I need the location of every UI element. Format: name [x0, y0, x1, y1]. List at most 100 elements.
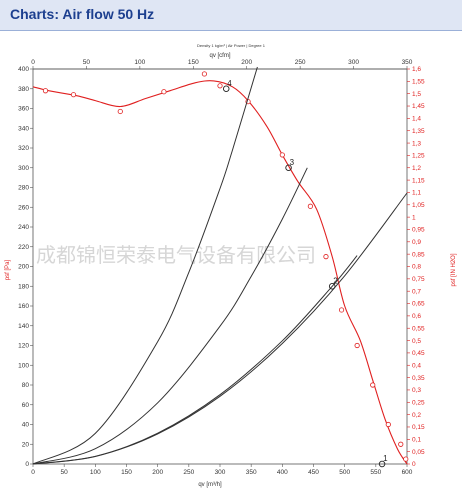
fan-curve-marker	[307, 203, 313, 209]
y-tick-label: 360	[18, 106, 29, 113]
x-tick-label: 450	[308, 469, 319, 476]
right-tick-label: 0,2	[412, 412, 421, 419]
right-tick-label: 0,85	[412, 251, 425, 258]
operating-point-3	[285, 164, 292, 171]
x-tick-label: 350	[246, 469, 257, 476]
right-tick-label: 0,35	[412, 375, 425, 382]
right-tick-label: 0,9	[412, 239, 421, 246]
fan-curve-marker	[354, 342, 360, 349]
right-tick-label: 1,3	[412, 140, 421, 147]
x-tick-label: 600	[402, 469, 413, 476]
right-tick-label: 1	[412, 214, 416, 221]
fan-curve-marker	[323, 254, 329, 260]
x-tick-label: 250	[183, 469, 194, 476]
x-tick-label: 200	[152, 469, 163, 476]
operating-point-2	[328, 283, 336, 290]
system-curve-4	[32, 66, 258, 465]
y-tick-label: 0	[25, 461, 29, 468]
right-tick-label: 0,95	[412, 227, 425, 234]
right-tick-label: 0,05	[412, 449, 425, 456]
fan-curve-marker	[70, 92, 77, 98]
y-tick-label: 400	[18, 66, 29, 73]
top-tick-label: 100	[134, 59, 145, 66]
top-tick-label: 200	[241, 59, 252, 66]
system-curve-2	[32, 255, 358, 465]
top-tick-label: 50	[83, 59, 91, 66]
x-tick-label: 550	[370, 469, 381, 476]
y-tick-label: 240	[18, 224, 29, 231]
header-bar: Charts: Air flow 50 Hz	[0, 0, 462, 31]
fan-curve-marker	[217, 83, 223, 89]
y-tick-label: 60	[22, 402, 30, 409]
y-tick-label: 300	[18, 165, 29, 172]
x-tick-label: 50	[61, 469, 69, 476]
y-tick-label: 100	[18, 362, 29, 369]
operating-point-label: 1	[383, 454, 388, 463]
right-tick-label: 0,15	[412, 424, 425, 431]
top-tick-label: 350	[402, 59, 413, 66]
x-tick-label: 0	[31, 469, 35, 476]
y-tick-label: 160	[18, 303, 29, 310]
fan-curve-marker	[403, 456, 409, 462]
right-tick-label: 1,45	[412, 103, 425, 110]
right-tick-label: 1,4	[412, 116, 421, 123]
right-tick-label: 1,2	[412, 165, 421, 172]
right-tick-label: 0,4	[412, 362, 421, 369]
top-tick-label: 250	[295, 59, 306, 66]
right-tick-label: 0	[412, 461, 416, 468]
right-tick-label: 0,55	[412, 325, 425, 332]
right-tick-label: 0,75	[412, 276, 425, 283]
right-tick-label: 0,5	[412, 338, 421, 345]
right-tick-label: 1,5	[412, 91, 421, 98]
y-tick-label: 260	[18, 204, 29, 211]
operating-point-label: 2	[333, 276, 338, 285]
right-tick-label: 0,7	[412, 288, 421, 295]
x-axis-label-top: qv [cfm]	[209, 53, 230, 59]
right-tick-label: 1,05	[412, 202, 425, 209]
right-tick-label: 0,3	[412, 387, 421, 394]
top-tick-label: 0	[31, 59, 35, 66]
fan-curve-marker	[42, 88, 49, 94]
y-tick-label: 380	[18, 86, 29, 93]
fan-curve-marker	[398, 441, 404, 447]
x-axis-label-bottom: qv [m³/h]	[198, 482, 222, 488]
fan-curve-marker	[279, 152, 285, 158]
right-tick-label: 1,1	[412, 190, 421, 197]
right-tick-label: 0,65	[412, 301, 425, 308]
top-tick-label: 150	[188, 59, 199, 66]
right-tick-label: 0,1	[412, 437, 421, 444]
right-tick-label: 0,45	[412, 350, 425, 357]
fan-curve-marker	[161, 89, 167, 95]
chart-caption: Density 1 kg/m³ | Air Power | Degree 1	[197, 43, 265, 48]
y-tick-label: 80	[22, 382, 30, 389]
fan-curve-marker	[385, 421, 391, 428]
fan-curve-marker	[201, 71, 208, 77]
points-layer: 4 3 2 1	[222, 79, 388, 468]
y-tick-label: 120	[18, 343, 29, 350]
fan-curve-marker	[117, 108, 123, 115]
y-tick-label: 20	[22, 441, 30, 448]
right-tick-label: 0,6	[412, 313, 421, 320]
y-tick-label: 40	[22, 422, 30, 429]
right-tick-label: 0,25	[412, 399, 425, 406]
fan-curve-marker	[370, 382, 376, 388]
y-tick-label: 340	[18, 125, 29, 132]
y-tick-label: 200	[18, 264, 29, 271]
right-tick-label: 1,25	[412, 153, 425, 160]
system-curve-1	[32, 192, 408, 465]
operating-point-1	[378, 460, 386, 468]
top-tick-label: 300	[348, 59, 359, 66]
operating-point-4	[222, 85, 230, 92]
fan-curve-marker	[338, 307, 345, 313]
y-tick-label: 280	[18, 185, 29, 192]
right-tick-label: 1,35	[412, 128, 425, 135]
x-tick-label: 300	[215, 469, 226, 476]
right-tick-label: 0,8	[412, 264, 421, 271]
page-title: Charts: Air flow 50 Hz	[10, 6, 155, 22]
y-tick-label: 180	[18, 283, 29, 290]
y-axis-label-right: psf [IN H2O]	[451, 253, 457, 286]
y-tick-label: 140	[18, 323, 29, 330]
system-curve-3	[32, 167, 308, 465]
